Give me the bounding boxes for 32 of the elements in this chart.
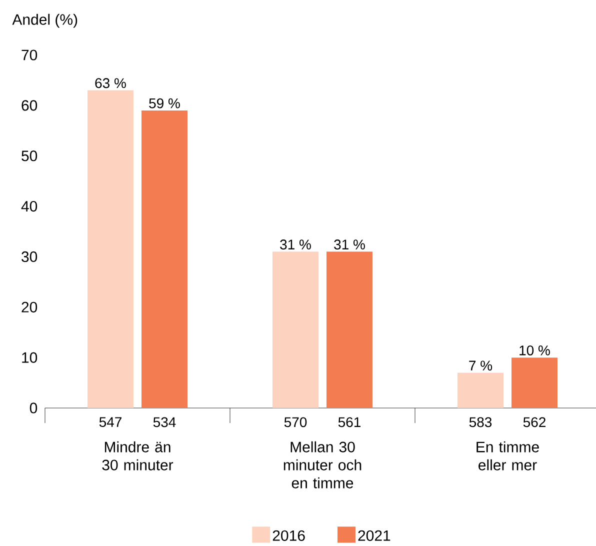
data-label: 31 % [334,240,365,250]
bar [458,372,504,408]
y-tick-label: 70 [22,50,38,60]
legend-label: 2016 [272,530,305,541]
y-tick-label: 60 [22,100,38,111]
x-tick-label: Mellan 30 minuter och en timme [284,441,362,488]
y-axis-title: Andel (%) [12,14,78,28]
y-tick-label: 20 [22,302,38,312]
text: 583 [469,417,492,428]
x-tick-label: En timme eller mer [476,441,539,470]
data-label: 63 % [95,78,126,88]
y-tick-label: 10 [22,352,38,363]
bar [142,110,188,408]
bar [88,90,134,408]
bar [512,358,558,408]
data-label: 31 % [280,240,311,250]
y-tick-label: 50 [22,150,38,162]
text: 547 [99,417,122,427]
text: 570 [284,417,307,428]
bar [326,252,373,408]
text: 534 [153,417,176,428]
data-label: 10 % [520,345,550,356]
y-tick-label: 40 [21,200,38,212]
y-tick-label: 0 [30,402,38,414]
legend-label: 2021 [358,530,390,541]
y-tick-label: 30 [22,251,38,262]
text: 562 [523,417,546,428]
bar [272,252,319,408]
x-tick-label: Mindre än 30 minuter [102,441,174,470]
data-label: 7 % [469,360,492,370]
text: 561 [338,417,360,428]
data-label: 59 % [149,98,180,108]
